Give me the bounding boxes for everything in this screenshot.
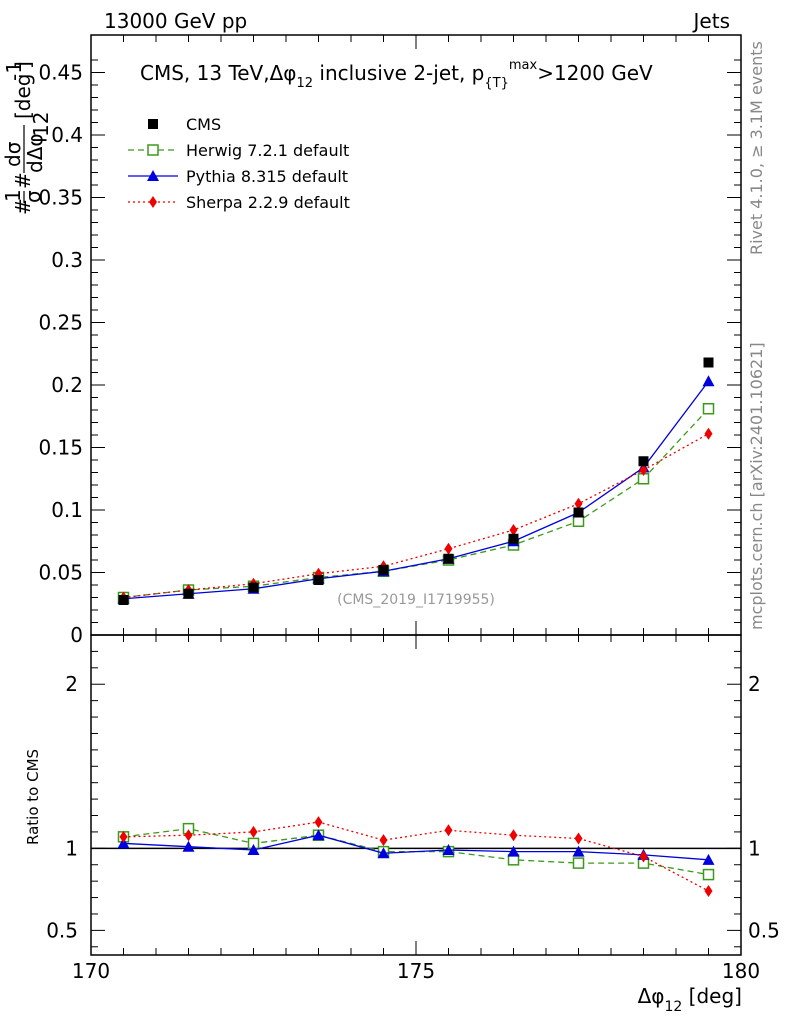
ratio-tick-label-right: 1 <box>748 836 761 860</box>
svg-text:σ: σ <box>21 190 45 203</box>
sherpa-point <box>639 464 648 476</box>
y-tick-label: 0.4 <box>51 123 83 147</box>
sherpa-line <box>123 433 709 599</box>
y-tick-label: 0 <box>70 623 83 647</box>
sherpa-point <box>704 427 713 440</box>
ratio-tick-label: 0.5 <box>46 918 78 942</box>
sherpa-point <box>509 524 518 536</box>
sherpa-ratio-point <box>574 832 583 845</box>
cms-point <box>118 595 129 605</box>
sherpa-point <box>444 542 453 555</box>
header-right: Jets <box>692 9 730 33</box>
pythia-ratio-point <box>702 853 715 865</box>
x-tick-label: 180 <box>722 959 760 983</box>
mcplots-label: mcplots.cern.ch [arXiv:2401.10621] <box>747 342 766 630</box>
herwig-line <box>123 408 709 599</box>
svg-text:1: 1 <box>1 189 25 202</box>
svg-text:-1: -1 <box>2 61 26 81</box>
svg-text:#: # <box>11 172 35 189</box>
axis-ticks <box>90 35 742 955</box>
herwig-point <box>572 515 585 527</box>
legend-sherpa-label: Sherpa 2.2.9 default <box>186 193 350 212</box>
pythia-ratio-point <box>377 847 390 859</box>
ratio-tick-label-right: 0.5 <box>748 918 780 942</box>
pythia-ratio-point <box>572 845 585 857</box>
y-tick-label: 0.3 <box>51 248 83 272</box>
cms-point <box>378 565 389 575</box>
header-left: 13000 GeV pp <box>104 9 247 33</box>
cms-point <box>443 553 454 564</box>
cms-point <box>573 507 584 518</box>
svg-text:]: ] <box>11 61 35 69</box>
pythia-line <box>123 380 710 600</box>
y-tick-label: 0.15 <box>38 436 83 460</box>
legend-pythia-marker <box>147 170 159 181</box>
cms-point <box>638 456 649 467</box>
herwig-ratio-point <box>702 868 715 881</box>
y-tick-label: 0.1 <box>51 498 83 522</box>
legend-sherpa-marker <box>149 196 157 208</box>
legend-cms-label: CMS <box>186 115 221 134</box>
y-tick-label: 0.2 <box>51 373 83 397</box>
pythia-ratio-point <box>507 845 520 857</box>
sherpa-ratio-line <box>123 821 709 892</box>
main-series <box>117 357 715 605</box>
legend: CMS Herwig 7.2.1 default Pythia 8.315 defa… <box>128 115 350 212</box>
sherpa-ratio-point <box>379 834 388 847</box>
pythia-ratio-point <box>117 837 130 849</box>
pythia-point <box>702 375 715 387</box>
sherpa-ratio-point <box>509 829 518 842</box>
ratio-tick-label: 1 <box>65 836 78 860</box>
herwig-ratio-point <box>572 857 585 869</box>
plot-title: CMS, 13 TeV,Δφ12 inclusive 2-jet, p{T}ma… <box>140 58 653 91</box>
herwig-ratio-line <box>123 827 709 876</box>
sherpa-point <box>574 497 583 510</box>
ratio-y-label: Ratio to CMS <box>24 749 42 845</box>
sherpa-ratio-point <box>249 825 258 838</box>
sherpa-ratio-point <box>314 816 323 829</box>
pythia-ratio-point <box>442 843 455 855</box>
y-tick-label: 0.05 <box>38 561 83 585</box>
analysis-tag: (CMS_2019_I1719955) <box>337 592 495 608</box>
sherpa-ratio-point <box>119 830 128 843</box>
ratio-tick-label-right: 2 <box>748 672 761 696</box>
legend-herwig-marker <box>147 144 159 156</box>
svg-text:#: # <box>11 198 35 215</box>
pythia-ratio-point <box>312 829 325 841</box>
sherpa-ratio-point <box>704 885 713 897</box>
y-axis-label: # 1 σ # dσ dΔφ 12 [deg -1 ] <box>1 61 53 215</box>
sherpa-ratio-point <box>639 850 648 863</box>
y-tick-label: 0.25 <box>38 311 83 335</box>
sherpa-ratio-point <box>184 829 193 842</box>
pythia-ratio-point <box>182 840 195 852</box>
herwig-point <box>702 403 715 415</box>
svg-text:[deg: [deg <box>11 74 35 120</box>
legend-pythia-label: Pythia 8.315 default <box>186 167 348 186</box>
legend-herwig-label: Herwig 7.2.1 default <box>186 141 349 160</box>
tick-labels: 170 175 180 0 0.05 0.1 0.15 0.2 0.25 0.3 0.35 0.4 0.… <box>38 61 779 984</box>
svg-text:dΔφ: dΔφ <box>23 133 47 173</box>
cms-point <box>183 588 194 599</box>
sherpa-ratio-point <box>444 824 453 837</box>
ratio-tick-label: 2 <box>65 672 78 696</box>
cms-point <box>508 533 519 544</box>
svg-text:dσ: dσ <box>1 141 25 167</box>
legend-cms-marker <box>148 119 158 129</box>
svg-text:12: 12 <box>29 112 53 137</box>
ratio-series <box>117 816 715 897</box>
y-tick-label: 0.35 <box>38 186 83 210</box>
cms-point <box>313 575 324 585</box>
cms-point <box>248 582 259 593</box>
cms-point <box>703 357 714 368</box>
ratio-panel-frame <box>90 634 742 956</box>
y-tick-label: 0.45 <box>38 61 83 85</box>
rivet-label: Rivet 4.1.0, ≥ 3.1M events <box>747 41 766 255</box>
x-axis-label: Δφ12 [deg] <box>638 984 742 1015</box>
x-tick-label: 175 <box>397 959 435 983</box>
pythia-ratio-line <box>123 834 709 861</box>
x-tick-label: 170 <box>72 959 110 983</box>
pythia-ratio-point <box>247 843 260 855</box>
